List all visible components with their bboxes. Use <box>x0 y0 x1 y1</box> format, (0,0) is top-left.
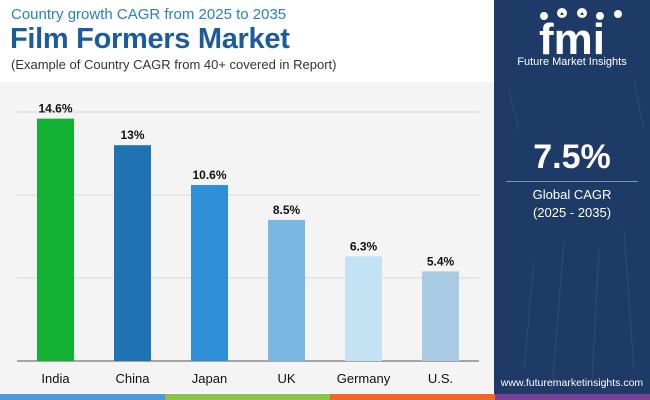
logo-lettering: fmi <box>539 15 605 64</box>
bar-u-s <box>422 271 459 361</box>
fmi-logo: fmi <box>539 8 622 64</box>
data-label: 10.6% <box>192 168 226 182</box>
x-tick-label: UK <box>277 371 295 386</box>
decorative-lines <box>508 79 645 391</box>
bar-india <box>37 118 74 361</box>
sidebar-panel: fmi Future Market Insights 7.5% Global C… <box>494 0 650 400</box>
x-tick-label: India <box>41 371 70 386</box>
kpi-divider <box>506 181 638 182</box>
footer-bar-purple <box>495 394 650 400</box>
chart-header: Country growth CAGR from 2025 to 2035 Fi… <box>0 0 494 82</box>
data-label: 5.4% <box>427 254 455 268</box>
x-tick-label: China <box>116 371 151 386</box>
x-tick-label: U.S. <box>428 371 453 386</box>
brand-name: Future Market Insights <box>517 56 627 68</box>
bar-china <box>114 145 151 361</box>
bar-japan <box>191 185 228 361</box>
bar-uk <box>268 219 305 361</box>
chart-note: (Example of Country CAGR from 40+ covere… <box>11 57 337 72</box>
footer-bar-orange <box>330 394 495 400</box>
global-cagr-period: (2025 - 2035) <box>532 205 612 220</box>
bar-chart: 14.6% India 13% China 10.6% Japan 8.5% UK 6.3% Ge… <box>17 102 479 386</box>
data-label: 8.5% <box>273 203 301 217</box>
chart-title: Film Formers Market <box>10 23 290 55</box>
footer-bar-green <box>165 394 330 400</box>
website-url[interactable]: www.futuremarketinsights.com <box>500 377 644 389</box>
x-tick-label: Germany <box>337 371 391 386</box>
data-label: 6.3% <box>350 239 378 253</box>
data-label: 13% <box>120 128 144 142</box>
chart-subtitle: Country growth CAGR from 2025 to 2035 <box>11 6 287 23</box>
global-cagr-value: 7.5% <box>533 138 611 176</box>
global-cagr-label: Global CAGR <box>532 187 612 202</box>
data-label: 14.6% <box>38 102 72 116</box>
bar-germany <box>345 256 382 361</box>
x-tick-label: Japan <box>192 371 227 386</box>
plot-background <box>0 82 494 393</box>
footer-bar-blue <box>0 394 165 400</box>
